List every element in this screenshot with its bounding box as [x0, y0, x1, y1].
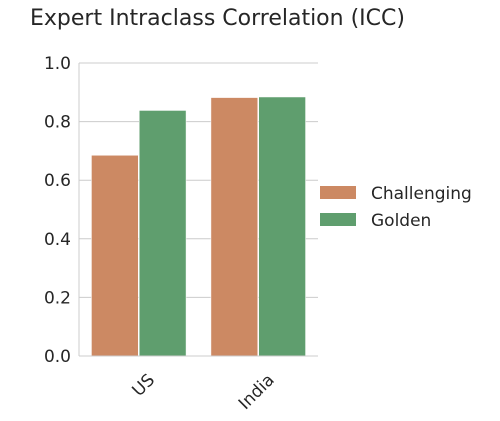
legend-swatch-golden [320, 213, 356, 226]
y-tick-label: 1.0 [44, 54, 71, 74]
legend: Challenging Golden [320, 184, 472, 231]
x-tick-label: US [129, 370, 160, 401]
y-tick-label: 0.2 [44, 288, 71, 308]
y-tick-label: 0.6 [44, 171, 71, 191]
y-tick-label: 0.0 [44, 347, 71, 367]
bars [91, 96, 306, 357]
chart-title: Expert Intraclass Correlation (ICC) [30, 6, 405, 31]
bar-us-golden [139, 110, 187, 357]
legend-swatch-challenging [320, 186, 356, 199]
bar-us-challenging [91, 155, 139, 357]
bar-india-challenging [210, 97, 258, 357]
legend-label-golden: Golden [371, 211, 431, 231]
y-tick-label: 0.4 [44, 230, 71, 250]
x-tick-label: India [235, 370, 279, 414]
legend-label-challenging: Challenging [371, 184, 472, 204]
y-tick-label: 0.8 [44, 113, 71, 133]
bar-india-golden [258, 96, 306, 357]
